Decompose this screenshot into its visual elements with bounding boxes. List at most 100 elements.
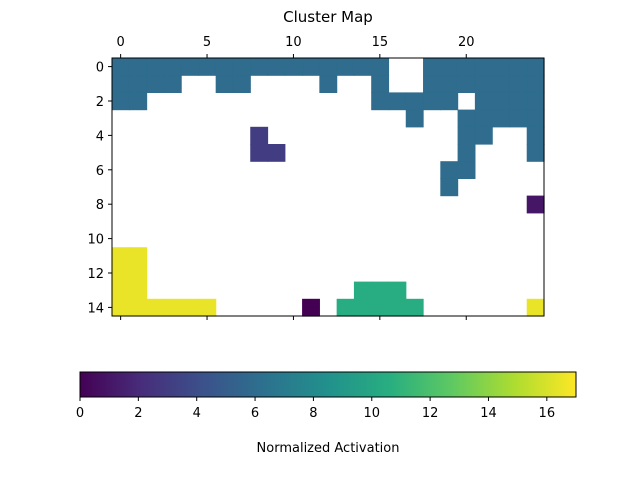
heatmap-cells [112, 58, 545, 317]
heatmap-cell [509, 58, 528, 76]
heatmap-cell [371, 298, 390, 317]
heatmap-cell [423, 75, 441, 93]
heatmap-cell [457, 109, 476, 128]
heatmap-cell [302, 298, 320, 317]
plot-frame [111, 57, 545, 317]
heatmap-cell [474, 58, 493, 76]
colorbar-gradient [80, 372, 576, 397]
colorbar-tick-label: 14 [480, 406, 497, 421]
x-tick-label: 5 [203, 35, 211, 50]
heatmap-cell [112, 298, 130, 317]
heatmap-cell [146, 58, 165, 76]
colorbar-ticks: 0 2 4 6 8 10 12 14 16 [76, 397, 555, 421]
heatmap-cell [181, 58, 199, 76]
heatmap-cell [371, 75, 390, 93]
colorbar-tick-label: 16 [539, 406, 556, 421]
heatmap-cell [405, 92, 424, 111]
x-axis-ticks: 0 5 10 15 20 [116, 35, 475, 320]
heatmap-cell [423, 58, 441, 76]
heatmap-cell [250, 144, 269, 162]
y-tick-label: 12 [87, 267, 104, 282]
x-tick-label: 10 [285, 35, 302, 50]
heatmap-cell [492, 92, 511, 111]
heatmap-cell [112, 247, 130, 265]
heatmap-cell [457, 161, 476, 179]
heatmap-cell [371, 281, 390, 300]
y-tick-label: 2 [96, 95, 104, 110]
x-tick-label: 0 [116, 35, 124, 50]
y-tick-label: 0 [96, 61, 104, 76]
heatmap-cell [440, 178, 459, 197]
y-axis-ticks: 0 2 4 6 8 10 12 14 [87, 61, 112, 316]
heatmap-cell [146, 298, 165, 317]
heatmap-cell [440, 58, 459, 76]
x-tick-label: 15 [372, 35, 389, 50]
heatmap-cell [440, 75, 459, 93]
heatmap-cell [526, 92, 545, 111]
heatmap-cell [492, 109, 511, 128]
colorbar-label: Normalized Activation [257, 441, 400, 456]
heatmap-cell [112, 58, 130, 76]
heatmap-cell [509, 109, 528, 128]
y-tick-label: 14 [87, 301, 104, 316]
heatmap-cell [423, 92, 441, 111]
colorbar-tick-label: 10 [363, 406, 380, 421]
heatmap-cell [388, 281, 407, 300]
heatmap-cell [388, 298, 407, 317]
heatmap-cell [129, 92, 148, 111]
heatmap-cell [336, 58, 355, 76]
heatmap-cell [526, 58, 545, 76]
heatmap-cell [215, 58, 234, 76]
heatmap-cell [353, 281, 372, 300]
y-tick-label: 10 [87, 233, 104, 248]
heatmap-cell [492, 58, 511, 76]
heatmap-cell [163, 75, 182, 93]
heatmap-cell [509, 92, 528, 111]
heatmap-cell [232, 58, 251, 76]
colorbar-frame [79, 371, 577, 398]
heatmap-cell [388, 92, 407, 111]
heatmap-cell [474, 109, 493, 128]
heatmap-cell [405, 298, 424, 317]
heatmap-cell [129, 58, 148, 76]
heatmap-cell [371, 58, 390, 76]
heatmap-cell [112, 264, 130, 283]
heatmap-cell [284, 58, 303, 76]
heatmap-cell [129, 247, 148, 265]
heatmap-cell [526, 126, 545, 145]
heatmap-cell [198, 298, 217, 317]
heatmap-cell [509, 75, 528, 93]
heatmap-cell [474, 92, 493, 111]
heatmap-cell [474, 126, 493, 145]
heatmap-cell [232, 75, 251, 93]
heatmap-cell [440, 161, 459, 179]
heatmap-cell [353, 58, 372, 76]
colorbar-tick-label: 12 [422, 406, 439, 421]
heatmap-cell [163, 58, 182, 76]
heatmap-cell [353, 298, 372, 317]
y-tick-label: 6 [96, 164, 104, 179]
heatmap-cell [526, 144, 545, 162]
heatmap-cell [319, 75, 338, 93]
heatmap-cell [181, 298, 199, 317]
heatmap-cell [250, 126, 269, 145]
heatmap-cell [457, 144, 476, 162]
heatmap-cell [336, 298, 355, 317]
heatmap-cell [302, 58, 320, 76]
heatmap-cell [163, 298, 182, 317]
heatmap-cell [405, 109, 424, 128]
heatmap-cell [526, 109, 545, 128]
heatmap-cell [526, 298, 545, 317]
colorbar-tick-label: 0 [76, 406, 84, 421]
heatmap-cell [440, 92, 459, 111]
heatmap-cell [371, 92, 390, 111]
heatmap-cell [112, 281, 130, 300]
heatmap-cell [112, 92, 130, 111]
colorbar-tick-label: 4 [193, 406, 201, 421]
heatmap-cell [492, 75, 511, 93]
colorbar-tick-label: 2 [134, 406, 142, 421]
heatmap-cell [112, 75, 130, 93]
heatmap-cell [267, 144, 286, 162]
heatmap-cell [198, 58, 217, 76]
heatmap-cell [146, 75, 165, 93]
